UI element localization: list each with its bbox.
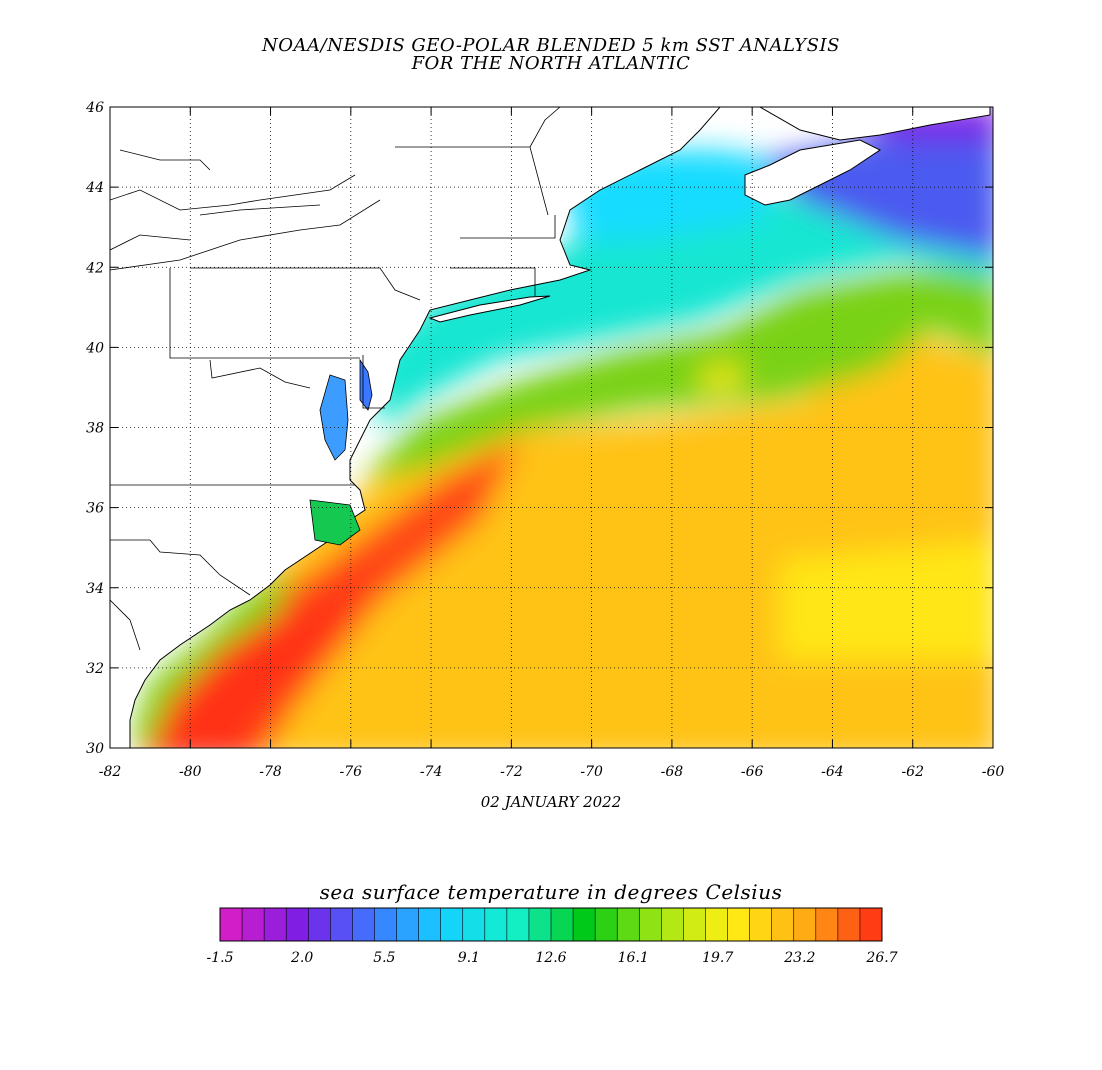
- colorbar-segment: [286, 908, 309, 941]
- nova-scotia-land: [744, 139, 881, 206]
- lat-label: 46: [85, 100, 104, 116]
- colorbar-tick-label: 19.7: [702, 950, 733, 966]
- colorbar-segment: [264, 908, 287, 941]
- colorbar-tick-label: 9.1: [458, 950, 480, 966]
- colorbar-segment: [418, 908, 442, 941]
- colorbar-tick-label: 23.2: [783, 950, 815, 966]
- colorbar-segment: [815, 908, 839, 941]
- colorbar-tick-label: 16.1: [618, 950, 649, 966]
- colorbar-segment: [683, 908, 706, 941]
- colorbar-segment: [396, 908, 420, 941]
- colorbar-segment: [595, 908, 618, 941]
- lat-label: 40: [85, 340, 104, 356]
- lon-label: -76: [340, 764, 363, 780]
- lat-label: 44: [85, 180, 104, 196]
- sst-field: [110, 107, 993, 748]
- colorbar-tick-label: -1.5: [207, 950, 234, 966]
- lon-label: -66: [741, 764, 764, 780]
- map-title-line1: NOAA/NESDIS GEO-POLAR BLENDED 5 km SST A…: [262, 35, 840, 56]
- colorbar-segment: [308, 908, 331, 941]
- colorbar-segment: [793, 908, 817, 941]
- lon-label: -80: [179, 764, 202, 780]
- colorbar-segment: [220, 908, 243, 941]
- colorbar-segment: [484, 908, 508, 941]
- colorbar-tick-label: 2.0: [290, 950, 313, 966]
- colorbar-segment: [330, 908, 353, 941]
- lat-label: 32: [86, 661, 104, 677]
- analysis-date: 02 JANUARY 2022: [480, 793, 622, 811]
- colorbar-title: sea surface temperature in degrees Celsi…: [319, 880, 783, 904]
- colorbar-segment: [462, 908, 486, 941]
- colorbar-segment: [837, 908, 861, 941]
- colorbar-segment: [639, 908, 662, 941]
- lon-label: -82: [99, 764, 122, 780]
- lat-lon-grid: [110, 107, 993, 748]
- colorbar-segment: [727, 908, 751, 941]
- lat-label: 42: [85, 260, 104, 276]
- long-island-land: [428, 295, 551, 323]
- lat-label: 38: [86, 421, 104, 437]
- map-title-line2: FOR THE NORTH ATLANTIC: [411, 53, 691, 74]
- colorbar-segment: [859, 908, 883, 941]
- lon-label: -68: [661, 764, 684, 780]
- colorbar-segment: [573, 908, 596, 941]
- colorbar-tick-label: 12.6: [535, 950, 566, 966]
- colorbar-segment: [374, 908, 398, 941]
- lat-label: 30: [86, 741, 104, 757]
- colorbar-segment: [705, 908, 729, 941]
- lon-label: -60: [982, 764, 1005, 780]
- lat-label: 36: [86, 501, 104, 517]
- lon-label: -72: [500, 764, 523, 780]
- colorbar: [220, 908, 883, 941]
- colorbar-segment: [617, 908, 640, 941]
- lon-label: -62: [901, 764, 924, 780]
- colorbar-tick-label: 26.7: [865, 950, 897, 966]
- lon-label: -74: [420, 764, 443, 780]
- lon-label: -78: [259, 764, 282, 780]
- colorbar-segment: [242, 908, 265, 941]
- colorbar-segment: [551, 908, 574, 941]
- colorbar-tick-label: 5.5: [373, 950, 395, 966]
- lon-label: -70: [580, 764, 603, 780]
- colorbar-segment: [440, 908, 464, 941]
- colorbar-segment: [749, 908, 773, 941]
- colorbar-frame: [219, 907, 883, 942]
- lon-label: -64: [821, 764, 844, 780]
- colorbar-segment: [661, 908, 684, 941]
- colorbar-segment: [352, 908, 375, 941]
- pei-land: [758, 107, 991, 141]
- colorbar-segment: [528, 908, 552, 941]
- colorbar-segment: [506, 908, 530, 941]
- lat-label: 34: [86, 581, 104, 597]
- colorbar-segment: [771, 908, 795, 941]
